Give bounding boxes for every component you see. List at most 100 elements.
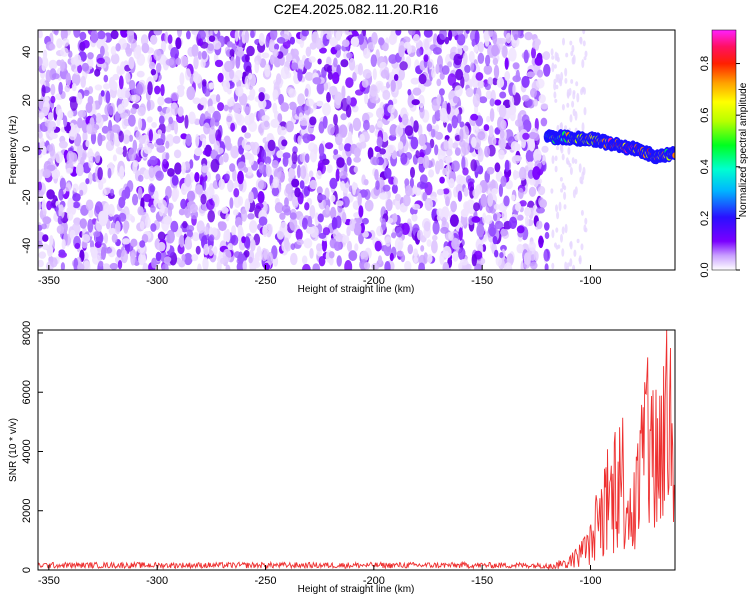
spectrogram-noise-cell [65, 72, 72, 87]
spectrogram-noise-cell [389, 252, 394, 262]
spectrogram-noise-cell [274, 202, 284, 214]
spectrogram-noise-cell [461, 142, 471, 156]
spectrogram-noise-cell [527, 161, 534, 168]
spectrogram-noise-cell [237, 253, 246, 263]
spectrogram-noise-cell [499, 91, 507, 99]
spectrogram-noise-cell [329, 85, 338, 96]
spectrogram-noise-cell [79, 31, 87, 41]
spectrogram-noise-cell [135, 130, 141, 140]
spectrogram-xtick-label: -350 [38, 275, 60, 287]
spectrogram-noise-cell [519, 200, 527, 207]
spectrogram-noise-cell [201, 165, 209, 173]
spectrogram-noise-cell [321, 238, 328, 252]
spectrogram-noise-cell [250, 30, 255, 39]
spectrogram-noise-cell [376, 107, 385, 119]
spectrogram-noise-cell [582, 30, 586, 35]
spectrogram-noise-cell [344, 143, 352, 152]
spectrogram-noise-cell [181, 254, 186, 262]
spectrogram-noise-cell [439, 107, 448, 122]
spectrogram-noise-cell [295, 228, 303, 241]
spectrogram-noise-cell [362, 30, 367, 37]
spectrogram-noise-cell [302, 133, 311, 144]
spectrogram-noise-cell [125, 47, 132, 57]
spectrogram-noise-cell [150, 68, 157, 76]
spectrogram-noise-cell [575, 81, 579, 87]
spectrogram-noise-cell [150, 34, 158, 45]
spectrogram-noise-cell [329, 177, 338, 189]
spectrogram-noise-cell [191, 44, 199, 58]
spectrogram-noise-cell [219, 155, 224, 166]
spectrogram-noise-cell [404, 125, 414, 136]
spectrogram-noise-cell [47, 112, 54, 121]
spectrogram-noise-cell [317, 213, 324, 223]
spectrogram-noise-cell [364, 199, 374, 212]
spectrogram-noise-cell [46, 244, 54, 257]
spectrogram-noise-cell [303, 238, 313, 249]
spectrogram-noise-cell [412, 87, 422, 96]
spectrogram-noise-cell [312, 102, 317, 111]
spectrogram-noise-cell [414, 187, 422, 196]
spectrogram-noise-cell [114, 111, 120, 123]
spectrogram-noise-cell [503, 262, 513, 270]
spectrogram-noise-cell [524, 31, 533, 41]
spectrogram-noise-cell [172, 187, 180, 200]
spectrogram-noise-cell [384, 236, 392, 247]
spectrogram-noise-cell [522, 132, 530, 140]
spectrogram-noise-cell [309, 248, 314, 259]
spectrogram-noise-cell [38, 201, 42, 210]
spectrogram-noise-cell [451, 238, 460, 250]
spectrogram-noise-cell [526, 71, 535, 78]
spectrogram-noise-cell [316, 186, 323, 195]
spectrogram-noise-cell [543, 63, 551, 77]
spectrogram-noise-cell [412, 203, 421, 210]
spectrogram-noise-cell [304, 71, 314, 81]
spectrogram-noise-cell [511, 36, 520, 48]
spectrogram-noise-cell [380, 69, 389, 79]
spectrogram-noise-cell [196, 220, 205, 234]
spectrogram-noise-cell [360, 250, 369, 262]
spectrogram-noise-cell [395, 30, 402, 36]
spectrogram-noise-cell [184, 114, 189, 129]
spectrogram-noise-cell [323, 64, 331, 72]
spectrogram-noise-cell [563, 191, 567, 200]
spectrogram-noise-cell [71, 83, 77, 92]
spectrogram-noise-cell [390, 79, 396, 93]
spectrogram-noise-cell [308, 56, 316, 63]
spectrogram-noise-cell [541, 145, 549, 153]
spectrogram-noise-cell [540, 103, 549, 110]
spectrogram-noise-cell [570, 79, 574, 84]
spectrogram-noise-cell [372, 68, 377, 81]
spectrogram-noise-cell [504, 159, 510, 172]
spectrogram-noise-cell [110, 46, 117, 56]
spectrogram-noise-cell [234, 69, 243, 80]
spectrogram-noise-cell [130, 238, 138, 247]
spectrogram-noise-cell [244, 114, 253, 126]
spectrogram-noise-cell [42, 169, 52, 178]
spectrogram-noise-cell [223, 173, 230, 182]
spectrogram-noise-cell [298, 112, 304, 121]
spectrogram-noise-cell [106, 130, 115, 142]
spectrogram-noise-cell [391, 232, 397, 239]
spectrogram-noise-cell [222, 152, 229, 163]
spectrogram-noise-cell [167, 34, 173, 44]
spectrogram-noise-cell [202, 179, 207, 191]
spectrogram-noise-cell [536, 220, 543, 230]
spectrogram-noise-cell [58, 188, 64, 201]
spectrogram-noise-cell [170, 102, 179, 116]
spectrogram-noise-cell [480, 193, 488, 208]
spectrogram-signal-cell [672, 152, 675, 159]
spectrogram-noise-cell [423, 54, 429, 62]
spectrogram-noise-cell [155, 138, 164, 146]
spectrogram-noise-cell [76, 92, 83, 105]
spectrogram-noise-cell [242, 260, 247, 270]
spectrogram-noise-cell [42, 49, 48, 59]
spectrogram-noise-cell [471, 253, 477, 267]
spectrogram-noise-cell [565, 157, 569, 165]
spectrogram-noise-cell [413, 248, 418, 258]
spectrogram-noise-cell [207, 98, 213, 109]
spectrogram-noise-cell [257, 180, 267, 190]
spectrogram-noise-cell [161, 217, 170, 232]
spectrogram-noise-cell [347, 131, 353, 144]
spectrogram-noise-cell [529, 178, 536, 186]
